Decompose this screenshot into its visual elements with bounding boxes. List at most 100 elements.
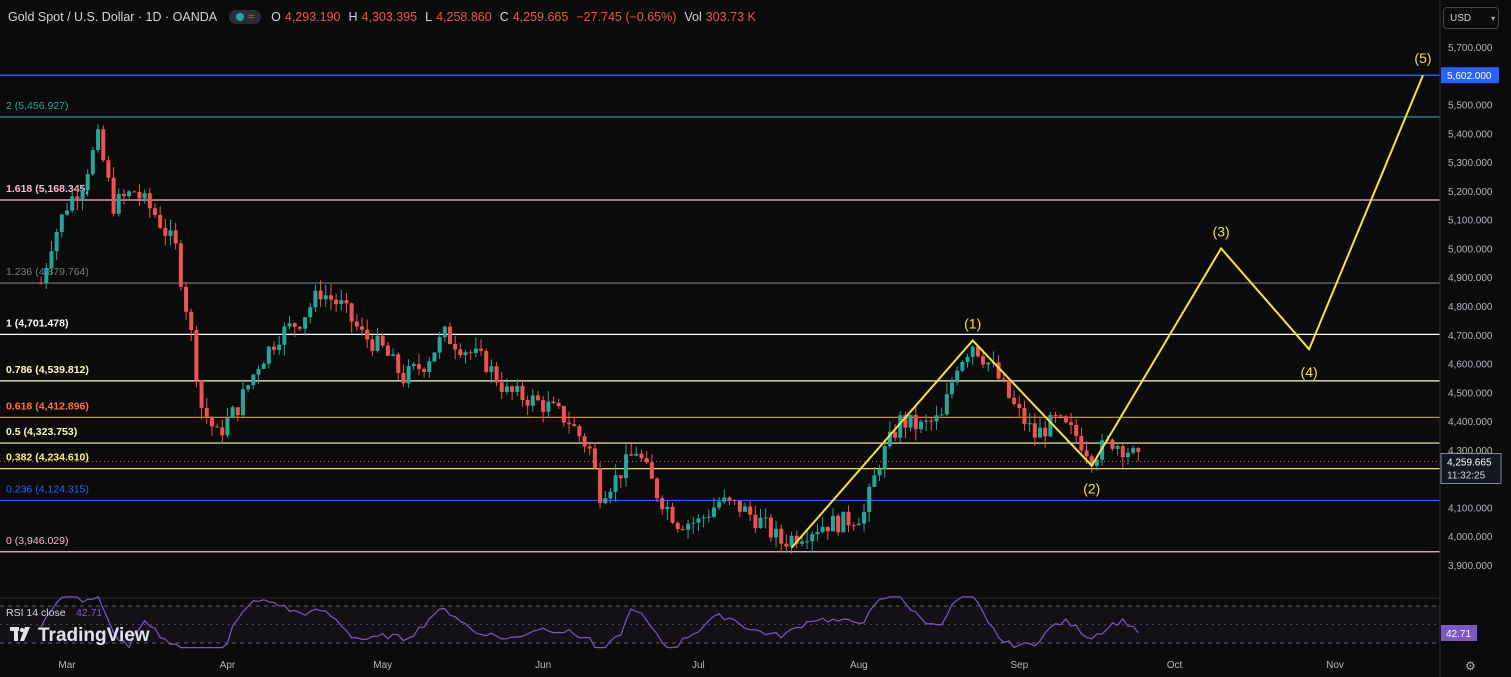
candle — [220, 419, 225, 444]
candle-body — [168, 230, 173, 236]
candle-body — [411, 364, 416, 367]
candle — [54, 228, 59, 261]
candle — [90, 146, 95, 177]
candle-body — [39, 282, 44, 284]
candle — [272, 341, 277, 355]
candle-body — [391, 354, 396, 356]
candle-body — [711, 507, 716, 517]
candle-body — [541, 400, 546, 412]
candle-body — [686, 523, 691, 530]
candle-body — [950, 382, 955, 395]
candle — [587, 444, 592, 456]
volume-value: 303.73 K — [705, 10, 756, 24]
candle-body — [349, 303, 354, 322]
candle-body — [805, 541, 810, 543]
candle-body — [365, 329, 370, 340]
wave-icon: ≈ — [248, 11, 255, 23]
candle-body — [592, 448, 597, 469]
candle — [939, 407, 944, 416]
candle — [1027, 412, 1032, 433]
candle — [515, 378, 520, 396]
rsi-indicator-label[interactable]: RSI 14 close — [6, 607, 66, 619]
candle — [411, 362, 416, 371]
last-price-badge[interactable] — [1440, 453, 1502, 484]
candle — [106, 156, 111, 182]
time-tick-label: Jun — [535, 660, 551, 671]
candle — [1058, 414, 1063, 419]
candle-body — [784, 543, 789, 547]
candle-body — [1110, 439, 1115, 449]
candle-body — [903, 415, 908, 428]
candle-body — [546, 401, 551, 412]
fibonacci-retracement[interactable]: 0 (3,946.029) 0.236 (4,124.315) 0.382 (4,2… — [0, 74, 1440, 553]
candle-body — [442, 326, 447, 338]
target-price-badge[interactable] — [1441, 67, 1499, 84]
candle — [292, 322, 297, 337]
candle — [825, 526, 830, 540]
price-tick-label: 4,400.000 — [1448, 417, 1493, 428]
candle — [484, 348, 489, 374]
candle-body — [598, 468, 603, 504]
price-tick-label: 4,900.000 — [1448, 273, 1493, 284]
candle-body — [189, 311, 194, 330]
candle — [473, 337, 478, 358]
candle — [189, 308, 194, 342]
candle — [256, 365, 261, 384]
candle — [592, 442, 597, 470]
rsi-line[interactable] — [40, 595, 1139, 649]
candle — [649, 454, 654, 479]
candle — [1115, 443, 1120, 456]
price-tick-label: 4,000.000 — [1448, 532, 1493, 543]
candlestick-series — [39, 124, 1141, 554]
close-label: C — [499, 10, 509, 24]
candle-body — [918, 421, 923, 430]
candle — [774, 520, 779, 548]
candle — [194, 325, 199, 388]
open-label: O — [271, 10, 281, 24]
candle — [354, 314, 359, 331]
elliott-wave-line[interactable] — [790, 74, 1424, 549]
settings-gear-icon[interactable]: ⚙ — [1465, 659, 1476, 673]
candle — [142, 189, 147, 204]
candle — [432, 352, 437, 363]
candle-body — [85, 174, 90, 190]
candle — [934, 405, 939, 430]
candle-body — [44, 267, 49, 284]
candle-body — [924, 420, 929, 422]
candle — [385, 341, 390, 357]
candle — [556, 399, 561, 409]
candle-body — [1012, 397, 1017, 404]
candle — [944, 382, 949, 416]
candle — [737, 500, 742, 517]
candle — [116, 188, 121, 217]
candle-body — [748, 506, 753, 515]
market-status-pill[interactable]: ≈ — [229, 10, 262, 24]
candle-body — [908, 414, 913, 428]
candle — [339, 289, 344, 311]
wave-label-4: (4) — [1301, 364, 1318, 380]
candle — [644, 451, 649, 465]
candle-body — [80, 189, 85, 199]
candle-body — [96, 129, 101, 151]
price-axis[interactable]: 5,700.0005,600.0005,500.0005,400.0005,30… — [1439, 0, 1502, 677]
time-axis[interactable]: Mar Apr May Jun Jul Aug Sep Oct Nov — [58, 660, 1344, 671]
fib-label-0-618: 0.618 (4,412.896) — [6, 400, 89, 412]
tradingview-logo[interactable]: TradingView — [10, 625, 150, 647]
candle-body — [1125, 452, 1130, 458]
candle — [618, 475, 623, 488]
elliott-wave-projection[interactable]: (1) (2) (3) (4) (5) — [790, 50, 1432, 549]
symbol-title[interactable]: Gold Spot / U.S. Dollar · 1D · OANDA — [8, 10, 218, 24]
candle — [246, 384, 251, 393]
rsi-pane[interactable]: RSI 14 close 42.71 42.71 — [0, 595, 1477, 649]
candle — [535, 390, 540, 402]
candle-body — [137, 191, 142, 199]
candle-body — [846, 511, 851, 526]
time-tick-label: Jul — [692, 660, 705, 671]
candle — [846, 505, 851, 533]
currency-selector[interactable]: USD ▾ — [1443, 7, 1499, 29]
wave-label-1: (1) — [964, 316, 981, 332]
candle-body — [422, 368, 427, 372]
candle — [458, 343, 463, 359]
candle — [686, 519, 691, 540]
